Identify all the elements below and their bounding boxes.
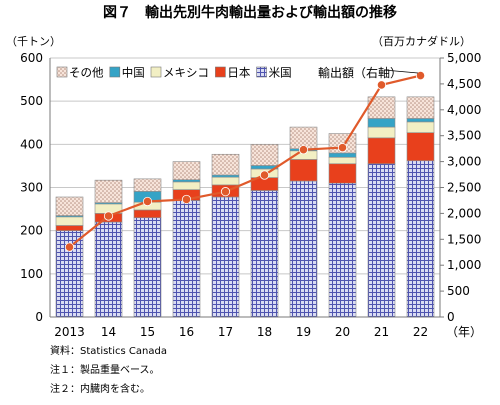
bar-segment-usa-15 [133, 217, 162, 318]
legend: その他 中国 メキシコ 日本 米国 [56, 66, 292, 80]
line-annotation-label: 輸出額（右軸） [318, 65, 402, 80]
right-tick-label: 4,000 [447, 103, 481, 117]
bar-segment-mexico-20 [328, 156, 357, 165]
legend-label-usa: 米国 [269, 66, 292, 80]
bar-segment-japan-15 [133, 209, 162, 219]
x-tick-label: 22 [413, 325, 428, 339]
legend-label-japan: 日本 [227, 66, 250, 80]
export-value-point-15 [142, 196, 153, 207]
left-axis-unit: （千トン） [6, 35, 61, 48]
export-value-point-17 [220, 187, 231, 197]
right-tick-label: 1,000 [447, 258, 481, 272]
export-value-line [64, 71, 426, 252]
export-value-point-22 [415, 71, 426, 81]
notes-block: 資料：Statistics Canada 注１：製品重量ベース。 注２：内臓肉を… [50, 342, 167, 399]
right-tick-label: 3,500 [447, 129, 481, 143]
x-tick-label: 18 [257, 325, 272, 339]
left-tick-label: 0 [35, 310, 43, 324]
right-tick-label: 5,000 [447, 51, 481, 65]
x-tick-label: 15 [140, 325, 155, 339]
export-value-point-18 [259, 170, 270, 180]
x-tick-label: 17 [218, 325, 233, 339]
legend-label-china: 中国 [122, 66, 145, 80]
bar-segment-other-22 [406, 96, 435, 119]
chart-title: 図７ 輸出先別牛肉輸出量および輸出額の推移 [103, 5, 397, 21]
right-tick-label: 2,000 [447, 206, 481, 220]
bar-segment-usa-21 [367, 163, 396, 318]
bar-segment-mexico-2013 [55, 216, 84, 226]
left-tick-label: 400 [20, 137, 43, 151]
export-value-point-14 [103, 211, 114, 221]
bar-segment-usa-16 [172, 200, 201, 318]
bar-segment-mexico-22 [406, 121, 435, 133]
left-tick-label: 100 [20, 267, 43, 281]
bar-segment-other-18 [250, 144, 279, 166]
bar-segment-other-15 [133, 178, 162, 192]
bar-segment-japan-20 [328, 163, 357, 184]
bar-segment-usa-18 [250, 190, 279, 318]
right-tick-label: 1,500 [447, 232, 481, 246]
legend-swatch-china [109, 66, 121, 78]
right-tick-label: 2,500 [447, 181, 481, 195]
legend-swatch-usa [256, 66, 267, 78]
bar-segment-mexico-16 [172, 181, 201, 190]
bar-segment-mexico-21 [367, 126, 396, 139]
bar-segment-japan-22 [406, 132, 435, 162]
bar-segment-china-21 [367, 118, 396, 128]
bar-segment-mexico-17 [211, 176, 240, 186]
left-tick-label: 300 [20, 181, 43, 195]
bar-segment-china-20 [328, 152, 357, 158]
export-value-point-2013 [64, 242, 75, 252]
bar-segment-other-14 [94, 179, 123, 203]
x-tick-label: 21 [374, 325, 389, 339]
bar-segment-japan-19 [289, 159, 318, 182]
note-1: 注１：製品重量ベース。 [50, 365, 160, 376]
bar-segment-china-17 [211, 174, 240, 178]
export-value-point-20 [337, 143, 348, 153]
x-tick-label: 20 [335, 325, 350, 339]
bar-segment-usa-20 [328, 182, 357, 318]
x-axis-unit-label: （年） [446, 325, 482, 339]
export-value-polyline [68, 74, 421, 248]
right-tick-label: 3,000 [447, 155, 481, 169]
bar-segment-japan-21 [367, 137, 396, 165]
legend-swatch-other [56, 66, 68, 78]
bar-segment-other-2013 [55, 196, 84, 216]
export-value-point-21 [376, 80, 387, 90]
bar-segment-china-16 [172, 179, 201, 183]
left-tick-label: 500 [20, 94, 43, 108]
right-tick-label: 500 [447, 284, 470, 298]
bar-segment-other-16 [172, 161, 201, 181]
right-axis-unit: （百万カナダドル） [372, 35, 471, 48]
x-tick-label: 19 [296, 325, 311, 339]
right-tick-label: 0 [447, 310, 455, 324]
legend-label-mexico: メキシコ [163, 66, 209, 80]
axes: 0 100 200 300 400 500 600 0 500 1,000 1,500 2,000 2,… [20, 51, 482, 339]
legend-label-other: その他 [69, 66, 104, 80]
export-value-point-16 [181, 194, 192, 205]
bar-segment-japan-2013 [55, 225, 84, 231]
source-note: 資料：Statistics Canada [50, 346, 167, 357]
annotation-leader-line [383, 69, 419, 74]
note-2: 注２：内臓肉を含む。 [50, 384, 150, 395]
stacked-bars [55, 96, 435, 318]
legend-swatch-japan [215, 66, 226, 78]
left-tick-label: 200 [20, 224, 43, 238]
right-tick-label: 4,500 [447, 77, 481, 91]
x-tick-label: 2013 [54, 325, 85, 339]
bar-segment-usa-14 [94, 221, 123, 318]
bar-segment-usa-22 [406, 160, 435, 318]
left-tick-label: 600 [20, 51, 43, 65]
export-value-point-19 [298, 145, 309, 155]
bar-segment-usa-17 [211, 196, 240, 318]
x-tick-label: 16 [179, 325, 194, 339]
bar-segment-usa-19 [289, 180, 318, 318]
bar-segment-china-22 [406, 118, 435, 123]
bar-segment-other-17 [211, 153, 240, 176]
legend-swatch-mexico [150, 66, 162, 78]
x-tick-label: 14 [101, 325, 116, 339]
